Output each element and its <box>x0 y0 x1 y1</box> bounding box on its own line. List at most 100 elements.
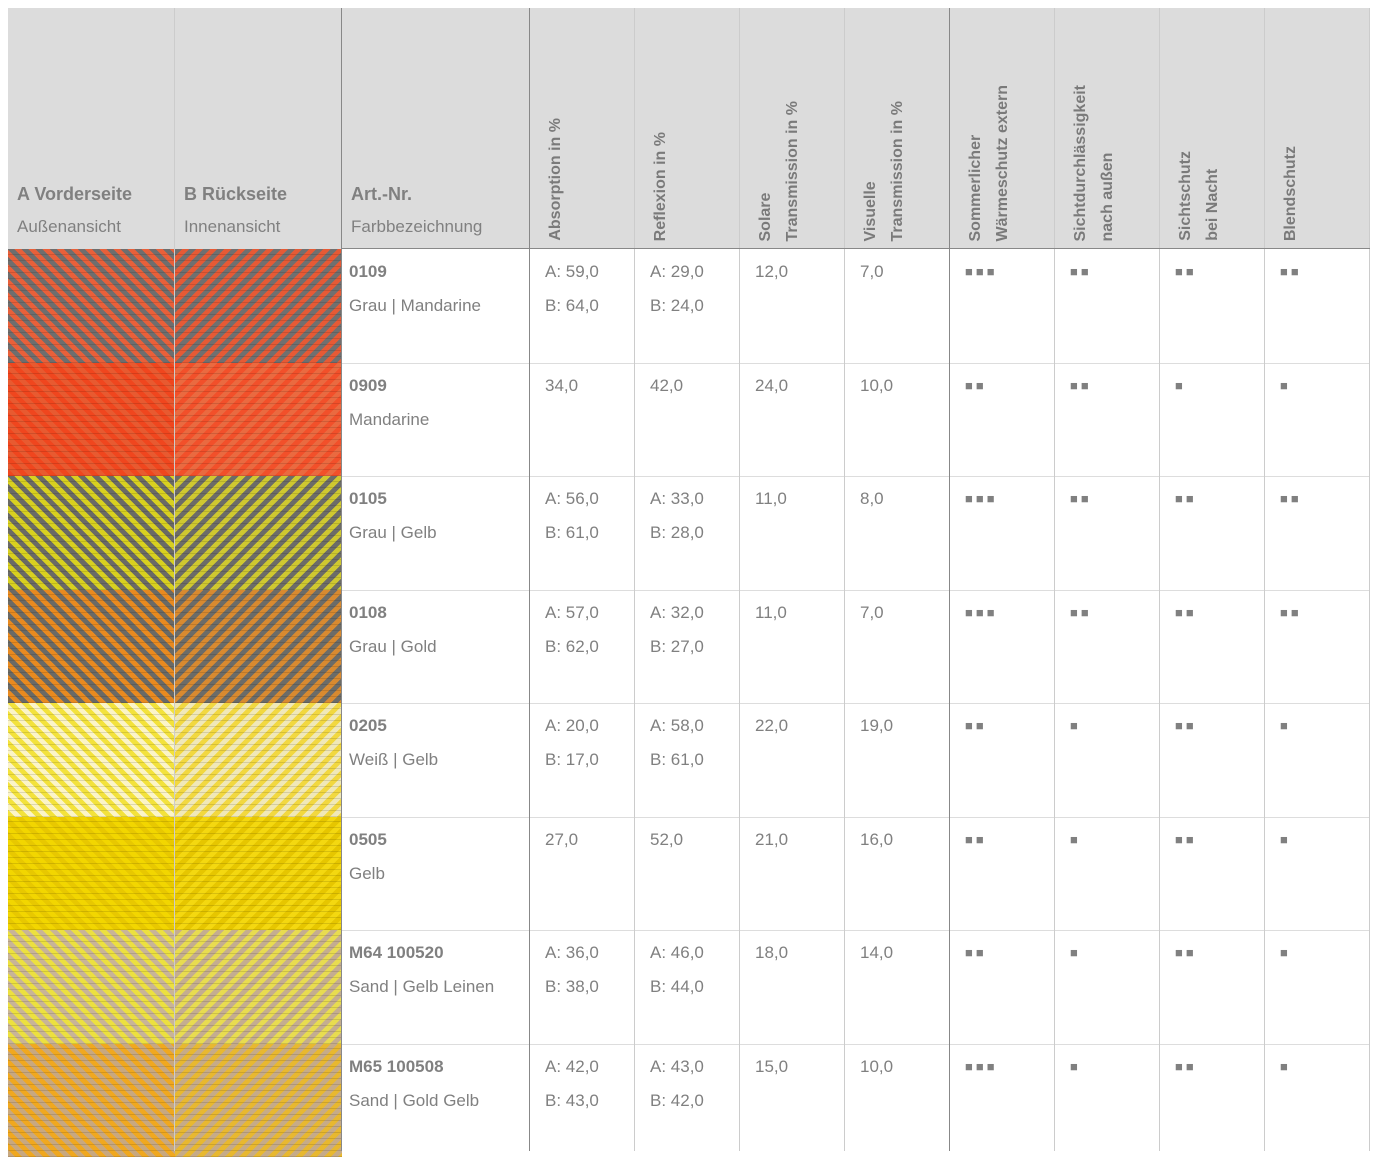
column-header: Absorption in % <box>542 118 569 241</box>
column-line <box>529 8 530 1151</box>
color-name: Grau | Gold <box>349 630 437 664</box>
swatch <box>8 703 175 817</box>
rating: ■ <box>1280 1050 1291 1084</box>
column-line <box>739 8 740 1151</box>
swatch <box>175 817 342 931</box>
swatch <box>8 476 175 590</box>
value: 12,0 <box>755 255 788 289</box>
article-number: 0105 <box>349 482 387 516</box>
row-line <box>342 930 1370 931</box>
rating: ■ <box>1070 709 1081 743</box>
rating: ■■ <box>1280 482 1302 516</box>
value: A: 56,0 <box>545 482 599 516</box>
swatch <box>175 249 342 363</box>
value: 52,0 <box>650 823 683 857</box>
column-header-line: Sichtschutz <box>1172 151 1199 241</box>
swatch <box>8 817 175 931</box>
rating: ■■■ <box>965 482 998 516</box>
article-number: M64 100520 <box>349 936 444 970</box>
rating: ■■ <box>1070 369 1092 403</box>
column-header-line: Absorption in % <box>542 118 569 241</box>
rating: ■ <box>1070 823 1081 857</box>
row-line <box>342 363 1370 364</box>
color-name: Mandarine <box>349 403 429 437</box>
value: 10,0 <box>860 1050 893 1084</box>
article-number: 0108 <box>349 596 387 630</box>
column-header-line: Visuelle <box>857 101 884 241</box>
rating: ■ <box>1280 369 1291 403</box>
value: 8,0 <box>860 482 884 516</box>
column-title: A Vorderseite <box>17 177 132 211</box>
column-line <box>634 8 635 1151</box>
value: 42,0 <box>650 369 683 403</box>
value: A: 57,0 <box>545 596 599 630</box>
swatch <box>8 1044 175 1157</box>
column-line <box>1159 8 1160 1151</box>
column-line <box>1369 8 1370 1151</box>
column-header-line: Reflexion in % <box>647 132 674 241</box>
rating: ■■■ <box>965 596 998 630</box>
value: A: 46,0 <box>650 936 704 970</box>
row-line <box>342 703 1370 704</box>
value: A: 36,0 <box>545 936 599 970</box>
rating: ■ <box>1280 936 1291 970</box>
rating: ■■ <box>1070 255 1092 289</box>
value: B: 27,0 <box>650 630 704 664</box>
column-header: Reflexion in % <box>647 132 674 241</box>
column-title: B Rückseite <box>184 177 287 211</box>
header-line <box>342 248 1370 249</box>
column-subtitle: Farbbezeichnung <box>351 210 482 244</box>
value: B: 42,0 <box>650 1084 704 1118</box>
column-header-line: bei Nacht <box>1199 151 1226 241</box>
value: A: 29,0 <box>650 255 704 289</box>
value: 27,0 <box>545 823 578 857</box>
column-header-line: nach außen <box>1094 85 1121 242</box>
rating: ■■ <box>1175 823 1197 857</box>
value: B: 24,0 <box>650 289 704 323</box>
rating: ■■ <box>1175 596 1197 630</box>
article-number: 0205 <box>349 709 387 743</box>
column-line <box>1264 8 1265 1151</box>
column-header-line: Transmission in % <box>779 101 806 241</box>
rating: ■ <box>1280 823 1291 857</box>
value: A: 59,0 <box>545 255 599 289</box>
row-line <box>342 817 1370 818</box>
color-name: Sand | Gold Gelb <box>349 1084 479 1118</box>
rating: ■■ <box>965 709 987 743</box>
swatch <box>175 1044 342 1157</box>
article-number: 0909 <box>349 369 387 403</box>
column-header-line: Blendschutz <box>1277 146 1304 241</box>
rating: ■■ <box>1280 596 1302 630</box>
value: 16,0 <box>860 823 893 857</box>
column-subtitle: Innenansicht <box>184 210 280 244</box>
color-name: Grau | Mandarine <box>349 289 481 323</box>
value: B: 17,0 <box>545 743 599 777</box>
column-line <box>174 8 175 1151</box>
rating: ■■ <box>965 936 987 970</box>
row-line <box>342 1044 1370 1045</box>
swatch <box>8 590 175 704</box>
value: B: 61,0 <box>650 743 704 777</box>
article-number: M65 100508 <box>349 1050 444 1084</box>
column-header-line: Sichtdurchlässigkeit <box>1067 85 1094 242</box>
column-line <box>844 8 845 1151</box>
value: A: 58,0 <box>650 709 704 743</box>
value: 18,0 <box>755 936 788 970</box>
rating: ■■ <box>965 823 987 857</box>
article-number: 0109 <box>349 255 387 289</box>
value: 10,0 <box>860 369 893 403</box>
rating: ■ <box>1070 936 1081 970</box>
rating: ■ <box>1280 709 1291 743</box>
column-header-line: Sommerlicher <box>962 85 989 242</box>
article-number: 0505 <box>349 823 387 857</box>
column-title: Art.-Nr. <box>351 177 412 211</box>
value: 7,0 <box>860 255 884 289</box>
value: B: 61,0 <box>545 516 599 550</box>
color-name: Weiß | Gelb <box>349 743 438 777</box>
swatch <box>175 590 342 704</box>
